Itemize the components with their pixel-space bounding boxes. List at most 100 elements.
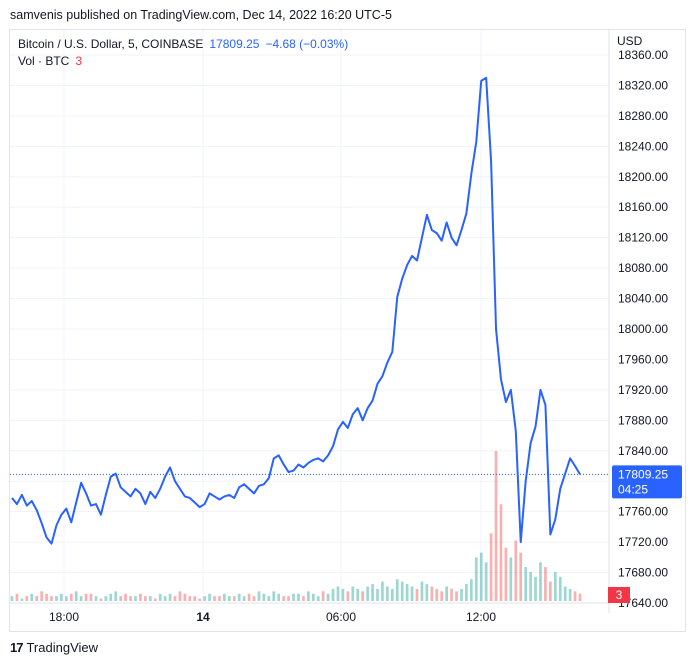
volume-bar <box>153 598 157 601</box>
y-tick-label: 18200.00 <box>618 170 668 184</box>
volume-bar <box>450 588 453 601</box>
time-axis: 18:00 14 06:00 12:00 <box>49 610 496 624</box>
volume-bar <box>479 552 483 601</box>
volume-bar <box>287 596 290 601</box>
volume-bar <box>302 596 305 601</box>
volume-bar <box>430 586 434 601</box>
volume-bar <box>494 451 498 601</box>
volume-bar <box>420 581 424 601</box>
volume-bar <box>321 591 325 601</box>
volume-bar <box>539 562 542 601</box>
volume-bar <box>568 588 572 601</box>
y-tick-label: 18120.00 <box>618 231 668 245</box>
volume-bar <box>262 593 266 601</box>
volume-bar <box>208 593 211 601</box>
y-tick-label: 18360.00 <box>618 48 668 62</box>
price-series-line <box>11 76 581 545</box>
volume-bar <box>346 591 350 601</box>
volume-bar <box>173 596 177 601</box>
volume-bar <box>351 586 355 601</box>
volume-bar <box>376 588 379 601</box>
volume-bar <box>60 593 63 601</box>
volume-bar <box>124 593 127 601</box>
volume-bar <box>64 596 68 601</box>
volume-bar <box>489 533 493 601</box>
x-tick-label: 12:00 <box>466 610 496 624</box>
y-tick-label: 18000.00 <box>618 322 668 336</box>
legend-symbol-row: Bitcoin / U.S. Dollar, 5, COINBASE 17809.… <box>18 36 348 53</box>
volume-bar <box>440 591 444 601</box>
volume-bar <box>218 596 221 601</box>
volume-bar <box>292 593 295 601</box>
volume-bar <box>109 593 113 601</box>
price-line-layer <box>10 76 609 545</box>
y-tick-label: 17680.00 <box>618 566 668 580</box>
volume-bar <box>484 562 488 601</box>
volume-bar <box>509 557 513 601</box>
volume-bar <box>272 591 276 601</box>
volume-bar <box>45 593 48 601</box>
volume-bar <box>331 588 335 601</box>
volume-bar <box>504 547 508 601</box>
x-tick-label: 06:00 <box>326 610 356 624</box>
volume-bar <box>563 586 567 601</box>
volume-bar <box>168 593 172 601</box>
volume-bar <box>20 598 24 601</box>
y-tick-label: 18280.00 <box>618 109 668 123</box>
legend-volume-value: 3 <box>75 54 83 68</box>
y-tick-label: 17920.00 <box>618 383 668 397</box>
volume-bar <box>445 586 448 601</box>
y-tick-label: 18080.00 <box>618 261 668 275</box>
volume-bar <box>381 581 384 601</box>
volume-bar <box>455 591 458 601</box>
last-price-tag-label: 17809.25 <box>618 467 668 481</box>
volume-bar <box>252 596 256 601</box>
volume-bar <box>311 593 315 601</box>
volume-bar <box>89 593 93 601</box>
last-price-tag <box>612 465 682 499</box>
volume-bar <box>163 596 167 601</box>
volume-bar <box>69 593 73 601</box>
volume-bar <box>499 504 503 601</box>
volume-bar <box>158 593 162 601</box>
volume-bar <box>341 588 345 601</box>
volume-bar <box>529 571 532 601</box>
volume-bar <box>257 591 261 601</box>
price-axis: 17640.0017680.0017720.0017760.0017800.00… <box>608 30 668 613</box>
volume-bar <box>469 579 473 601</box>
volume-bar <box>213 596 216 601</box>
volume-bar <box>356 588 360 601</box>
volume-bar <box>316 596 320 601</box>
volume-bar <box>188 596 192 601</box>
volume-bar <box>386 586 389 601</box>
volume-bar <box>55 596 58 601</box>
chart-frame[interactable] <box>9 29 686 632</box>
currency-label[interactable]: USD <box>617 34 643 48</box>
volume-bar <box>129 596 132 601</box>
y-tick-label: 17960.00 <box>618 352 668 366</box>
footer[interactable]: 17 TradingView <box>10 640 98 655</box>
y-tick-label: 18240.00 <box>618 139 668 153</box>
volume-bar <box>35 596 39 601</box>
volume-bar <box>183 593 187 601</box>
volume-bar <box>415 588 419 601</box>
volume-bar <box>30 593 34 601</box>
volume-bar <box>410 586 414 601</box>
countdown-label: 04:25 <box>618 482 648 496</box>
volume-bar <box>524 567 528 601</box>
volume-bar <box>336 586 340 601</box>
volume-bar <box>144 596 147 601</box>
volume-bar <box>435 588 439 601</box>
volume-bar <box>94 596 98 601</box>
volume-bar <box>25 596 29 601</box>
volume-bar <box>514 540 518 601</box>
y-tick-label: 17880.00 <box>618 413 668 427</box>
y-tick-label: 18160.00 <box>618 200 668 214</box>
y-tick-label: 18320.00 <box>618 78 668 92</box>
volume-bar <box>573 591 577 601</box>
volume-bar <box>242 596 246 601</box>
volume-bar <box>578 593 582 601</box>
volume-bar <box>558 576 562 601</box>
legend-symbol: Bitcoin / U.S. Dollar, 5, COINBASE <box>18 37 204 51</box>
